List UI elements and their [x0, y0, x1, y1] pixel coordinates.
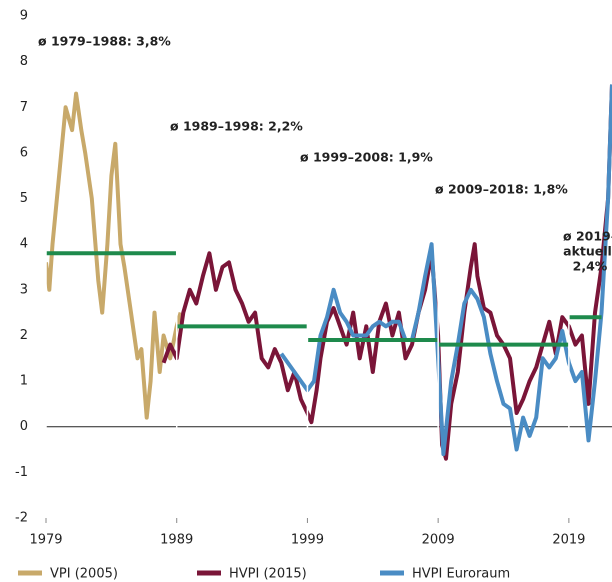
- x-tick-label: 2019: [552, 533, 585, 548]
- y-tick-label: 9: [20, 9, 28, 24]
- legend-label: VPI (2005): [50, 567, 118, 582]
- average-label: ø 1999–2008: 1,9%: [300, 150, 433, 165]
- average-label: ø 2019–: [563, 229, 612, 244]
- series-line: [161, 84, 612, 461]
- y-tick-label: -2: [15, 511, 28, 526]
- x-tick-label: 2009: [422, 533, 455, 548]
- y-tick-label: 8: [20, 54, 28, 69]
- series-line: [279, 84, 612, 457]
- y-tick-label: 1: [20, 374, 28, 389]
- average-label: ø 1979–1988: 3,8%: [38, 34, 171, 49]
- y-tick-label: 6: [20, 145, 28, 160]
- series-line: [46, 91, 183, 420]
- y-tick-label: 7: [20, 100, 28, 115]
- average-label: ø 2009–2018: 1,8%: [435, 182, 568, 197]
- average-label: ø 1989–1998: 2,2%: [170, 119, 303, 134]
- y-tick-label: -1: [15, 465, 28, 480]
- average-label: 2,4%: [573, 259, 608, 274]
- y-tick-label: 4: [20, 237, 28, 252]
- y-tick-label: 5: [20, 191, 28, 206]
- y-tick-label: 3: [20, 282, 28, 297]
- y-tick-label: 2: [20, 328, 28, 343]
- legend-label: HVPI Euroraum: [412, 567, 510, 582]
- x-tick-label: 1999: [291, 533, 324, 548]
- x-tick-label: 1989: [160, 533, 193, 548]
- average-label: aktuell:: [563, 244, 612, 259]
- y-tick-label: 0: [20, 419, 28, 434]
- legend-label: HVPI (2015): [229, 567, 307, 582]
- x-tick-label: 1979: [29, 533, 62, 548]
